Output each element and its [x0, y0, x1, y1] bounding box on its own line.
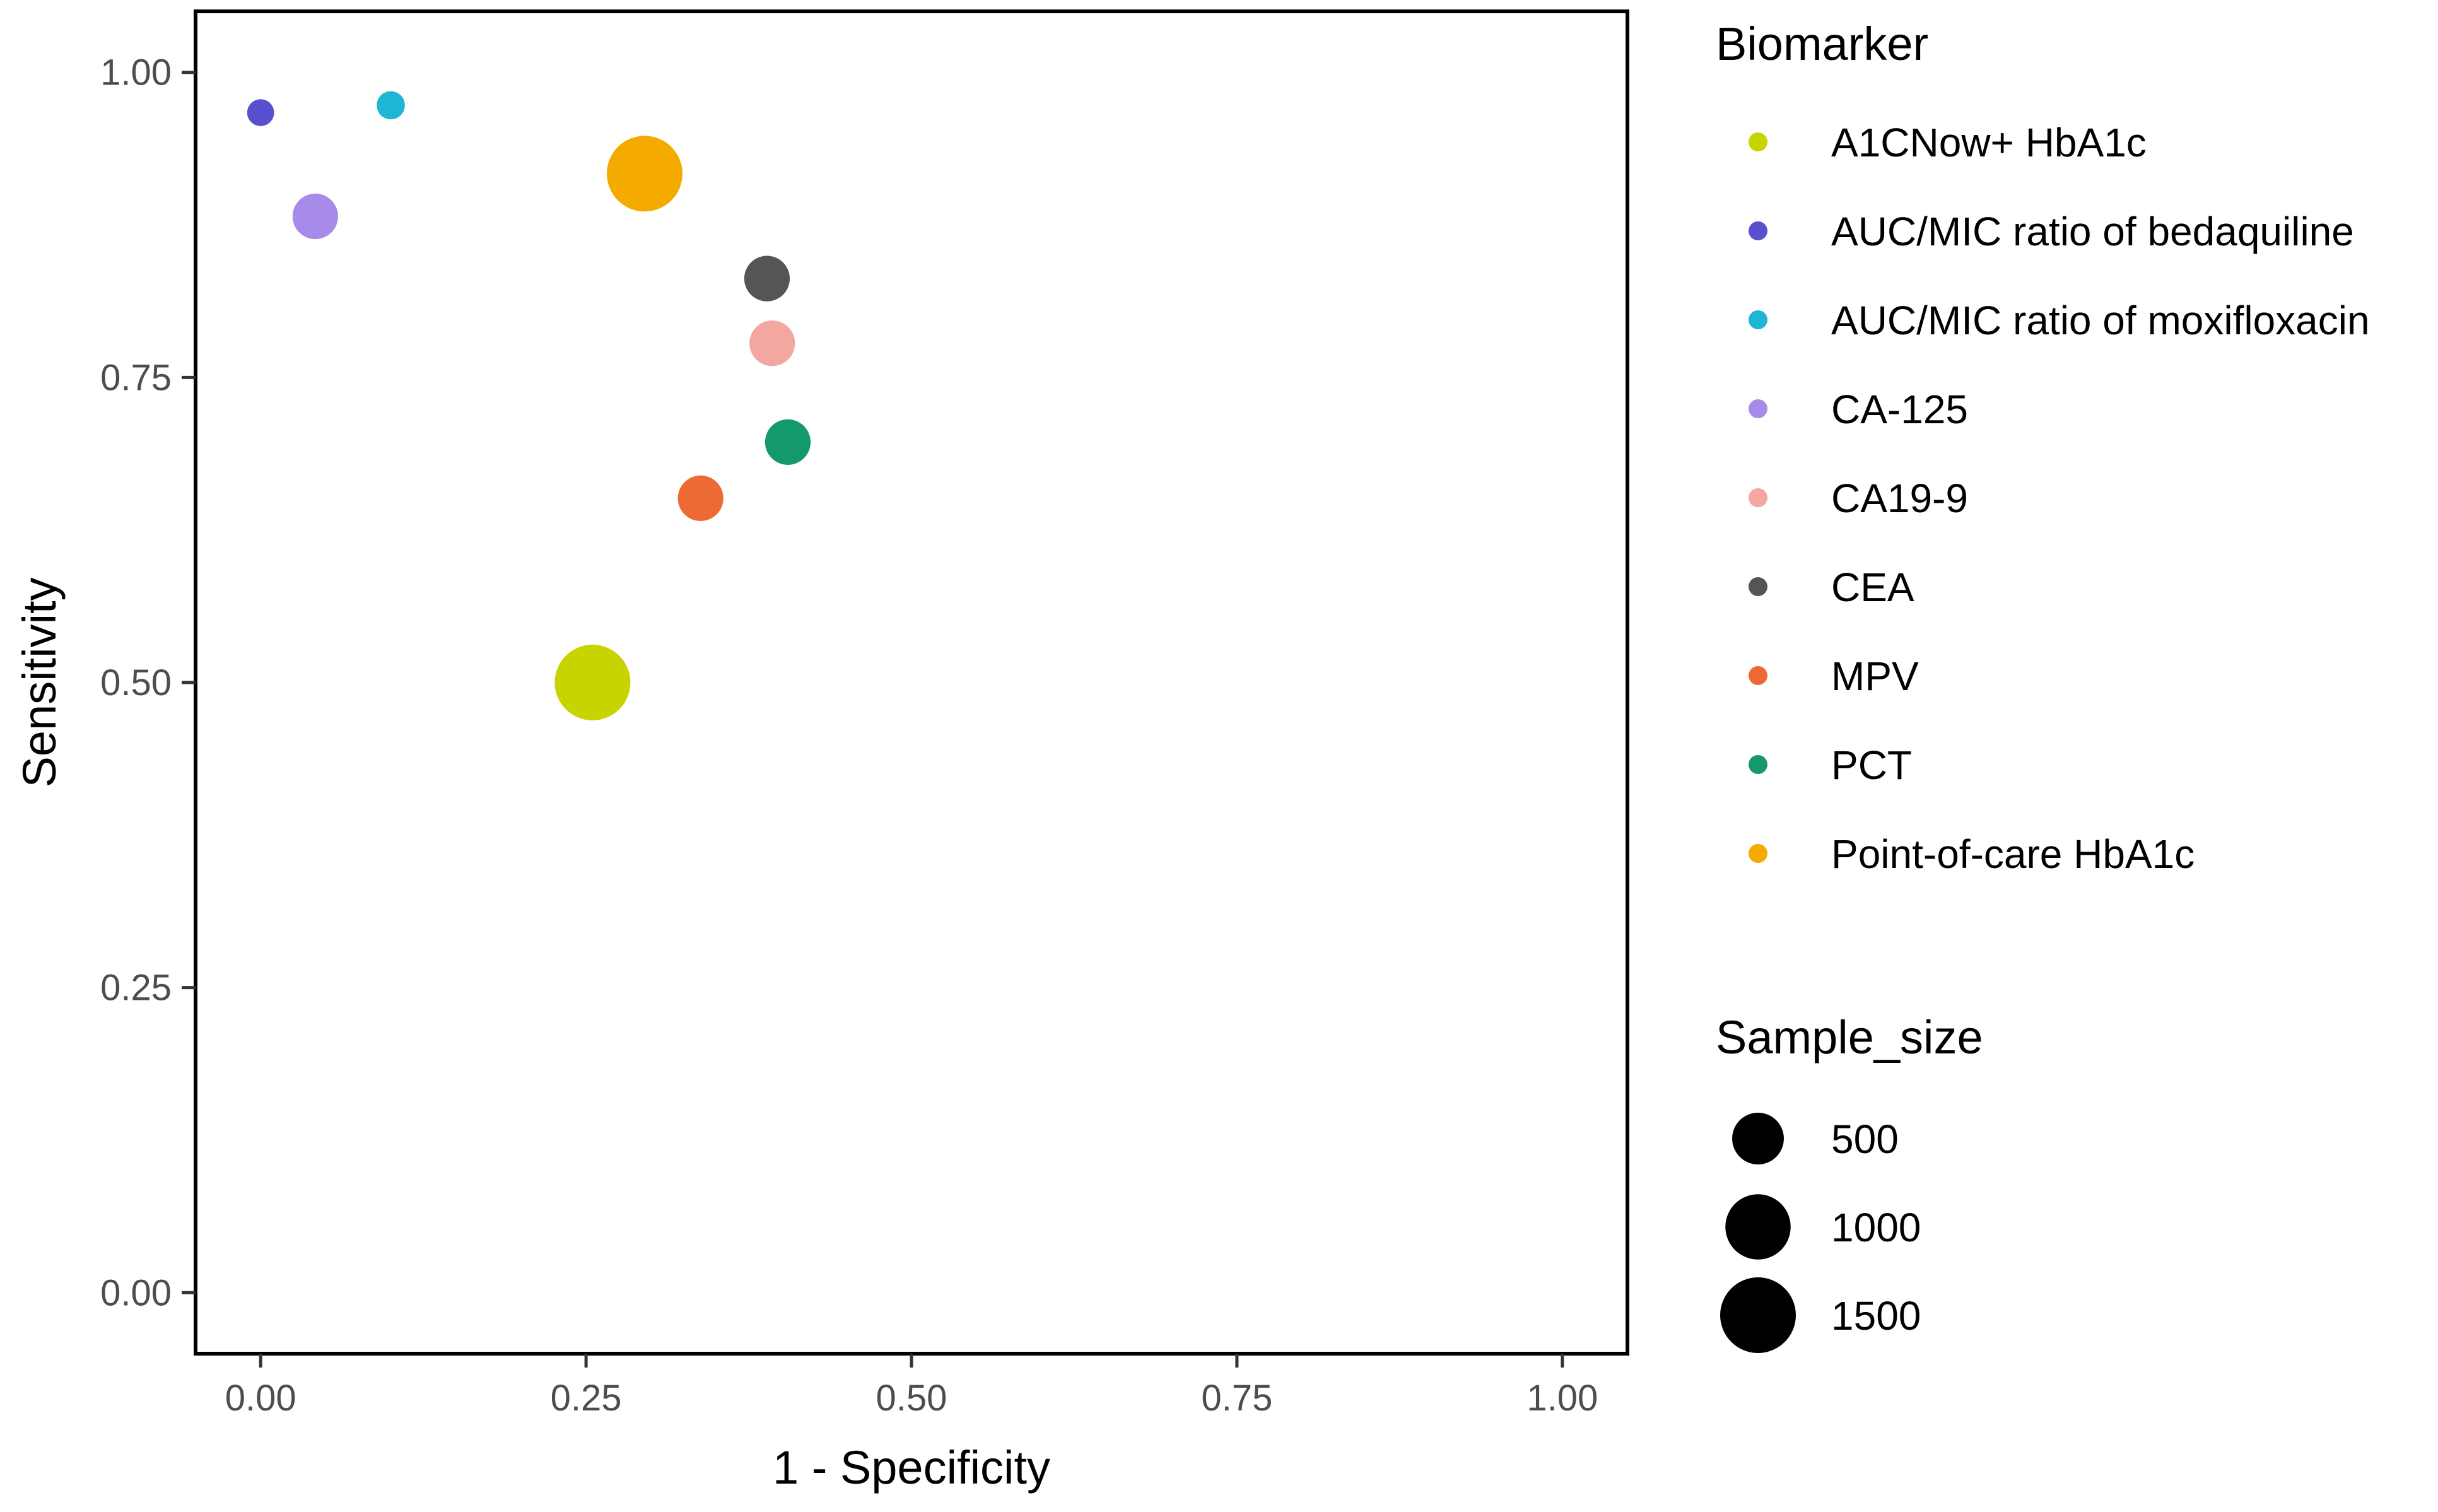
legend-key-swatch	[1749, 310, 1767, 329]
data-point	[677, 475, 724, 521]
y-axis-title: Sensitivity	[13, 577, 66, 787]
x-tick-label: 1.00	[1527, 1378, 1598, 1419]
legend-key-label: CEA	[1831, 565, 1914, 610]
size-legend-swatch	[1720, 1277, 1796, 1353]
plot-area: 0.00 0.25 0.50 0.75 1.00 0.00 0.25 0.50 0.75 1.0…	[100, 9, 1629, 1419]
data-point	[765, 419, 811, 466]
sample-size-legend: Sample_size 500 1000 1500	[1716, 1011, 1983, 1353]
y-tick-label: 1.00	[100, 52, 172, 93]
legend-key-label: A1CNow+ HbA1c	[1831, 120, 2147, 165]
legend-key-label: AUC/MIC ratio of bedaquiline	[1831, 209, 2354, 254]
legend-key-swatch	[1749, 488, 1767, 507]
data-point	[749, 320, 795, 366]
size-legend-label: 1500	[1831, 1293, 1921, 1339]
y-tick-label: 0.00	[100, 1272, 172, 1313]
legend-key-swatch	[1749, 666, 1767, 685]
data-points	[247, 91, 811, 720]
legend-key-swatch	[1749, 844, 1767, 863]
x-tick-label: 0.75	[1201, 1378, 1272, 1419]
y-tick-label: 0.25	[100, 968, 172, 1009]
legend-key-swatch	[1749, 755, 1767, 774]
legend-key-swatch	[1749, 399, 1767, 418]
size-legend-label: 1000	[1831, 1205, 1921, 1250]
sample-size-legend-title: Sample_size	[1716, 1011, 1983, 1064]
data-point	[247, 99, 274, 126]
y-tick-label: 0.50	[100, 662, 172, 703]
legend-key-label: PCT	[1831, 742, 1912, 788]
x-tick-label: 0.50	[876, 1378, 947, 1419]
legend-key-label: Point-of-care HbA1c	[1831, 831, 2195, 877]
data-point	[744, 255, 790, 302]
size-legend-swatch	[1732, 1113, 1784, 1164]
biomarker-legend: Biomarker A1CNow+ HbA1c AUC/MIC ratio of …	[1716, 18, 2370, 877]
legend-key-label: AUC/MIC ratio of moxifloxacin	[1831, 298, 2370, 343]
legend-key-label: CA19-9	[1831, 476, 1968, 521]
x-axis-title: 1 - Specificity	[773, 1441, 1050, 1494]
legend-key-swatch	[1749, 132, 1767, 151]
data-point	[292, 193, 338, 240]
legend-key-swatch	[1749, 221, 1767, 240]
legend-key-swatch	[1749, 577, 1767, 596]
data-point	[554, 645, 631, 720]
data-point	[606, 136, 683, 212]
y-tick-label: 0.75	[100, 357, 172, 398]
x-tick-label: 0.00	[225, 1378, 296, 1419]
x-tick-label: 0.25	[551, 1378, 622, 1419]
y-axis: 0.00 0.25 0.50 0.75 1.00	[100, 52, 196, 1313]
x-axis: 0.00 0.25 0.50 0.75 1.00	[225, 1354, 1598, 1419]
size-legend-swatch	[1725, 1194, 1791, 1260]
biomarker-legend-title: Biomarker	[1716, 18, 1928, 70]
legend-key-label: MPV	[1831, 653, 1919, 699]
legend-key-label: CA-125	[1831, 387, 1968, 432]
data-point	[377, 91, 405, 120]
size-legend-label: 500	[1831, 1116, 1899, 1162]
